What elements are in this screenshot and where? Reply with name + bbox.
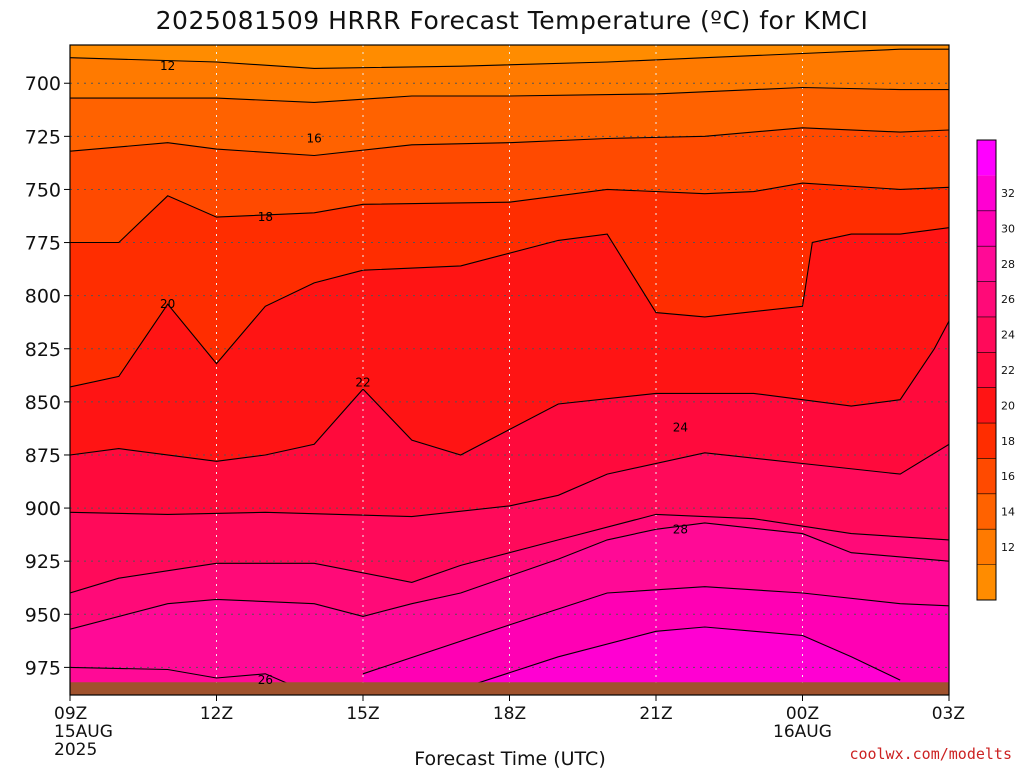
colorbar-segment [977,175,996,211]
colorbar-tick-label: 12 [1001,541,1015,554]
isotherm-label: 16 [307,131,322,145]
colorbar-tick-label: 28 [1001,258,1015,271]
isotherm-line [70,86,949,103]
colorbar-tick-label: 14 [1001,506,1015,519]
y-tick-label: 875 [25,445,61,467]
fill-band [460,627,901,695]
y-tick-label: 725 [25,126,61,148]
y-tick-label: 700 [25,73,61,95]
isotherm-line [70,443,949,518]
plot-area [70,45,949,695]
colorbar-tick-label: 16 [1001,470,1015,483]
y-axis: 700 725 750 775 800 825 850 875 900 925 950 975 [25,73,70,679]
chart-title: 2025081509 HRRR Forecast Temperature (ºC… [156,6,869,35]
x-tick-date: 15AUG [54,722,113,742]
x-tick-year: 2025 [54,740,97,760]
isotherm-line [70,320,949,462]
isotherm-line [70,513,949,594]
colorbar-tick-label: 24 [1001,329,1015,342]
colorbar-segment [977,246,996,282]
fill-band [70,444,949,594]
isotherm-labels: 12 16 18 20 22 24 28 26 [160,59,688,687]
y-tick-label: 900 [25,498,61,520]
x-tick-label: 12Z [200,704,233,724]
x-tick-label: 15Z [346,704,379,724]
isotherm-line [70,127,949,157]
colorbar-tick-label: 26 [1001,293,1015,306]
x-tick-label: 00Z [786,704,819,724]
colorbar-segment [977,529,996,565]
colorbar-segment [977,352,996,388]
colorbar-tick-label: 32 [1001,187,1015,200]
y-tick-label: 750 [25,179,61,201]
x-tick-label: 18Z [493,704,526,724]
colorbar-tick-label: 22 [1001,364,1015,377]
y-tick-label: 975 [25,657,61,679]
x-tick-date: 16AUG [773,722,832,742]
isotherm-line [70,666,291,685]
isotherm-label: 20 [160,297,175,311]
colorbar-segment [977,458,996,494]
colorbar-tick-label: 30 [1001,222,1015,235]
colorbar-tick-label: 18 [1001,435,1015,448]
isotherm-line [362,586,949,675]
fill-band [70,49,949,103]
y-tick-label: 950 [25,604,61,626]
colorbar-segment [977,423,996,459]
colorbar-segment [977,140,996,176]
fill-band [70,321,949,517]
isotherm-label: 22 [355,376,370,390]
colorbar-segment [977,210,996,247]
colorbar: 12 14 16 18 20 22 24 26 28 30 32 [976,139,1015,601]
x-tick-label: 21Z [639,704,672,724]
credit-text[interactable]: coolwx.com/modelts [849,745,1012,763]
isotherm-line [70,182,949,244]
y-tick-label: 800 [25,286,61,308]
y-tick-label: 925 [25,551,61,573]
fill-band [70,227,949,462]
fill-band [70,183,949,387]
y-tick-label: 850 [25,392,61,414]
y-tick-label: 775 [25,233,61,255]
x-axis-label: Forecast Time (UTC) [414,748,605,768]
isotherm-line [460,626,901,690]
fill-band [70,45,949,69]
colorbar-segment [977,564,996,600]
colorbar-segment [977,281,996,317]
fill-band [70,87,949,156]
colorbar-frame [976,139,997,601]
colorbar-segment [977,387,996,424]
isotherm-label: 28 [673,522,688,536]
colorbar-tick-label: 20 [1001,399,1015,412]
isotherm-label: 26 [258,673,273,687]
colorbar-segment [977,316,996,353]
isotherm-line [70,522,949,630]
colorbar-segment [977,493,996,530]
isotherm-label: 24 [673,420,688,434]
x-tick-label: 03Z [932,704,965,724]
isotherm-label: 18 [258,210,273,224]
isotherm-line [70,48,949,69]
isotherm-label: 12 [160,59,175,73]
x-tick-label: 09Z [54,704,87,724]
ground-surface [70,682,949,695]
isotherm-line [70,227,949,388]
y-tick-label: 825 [25,339,61,361]
isotherm-lines [70,48,949,690]
